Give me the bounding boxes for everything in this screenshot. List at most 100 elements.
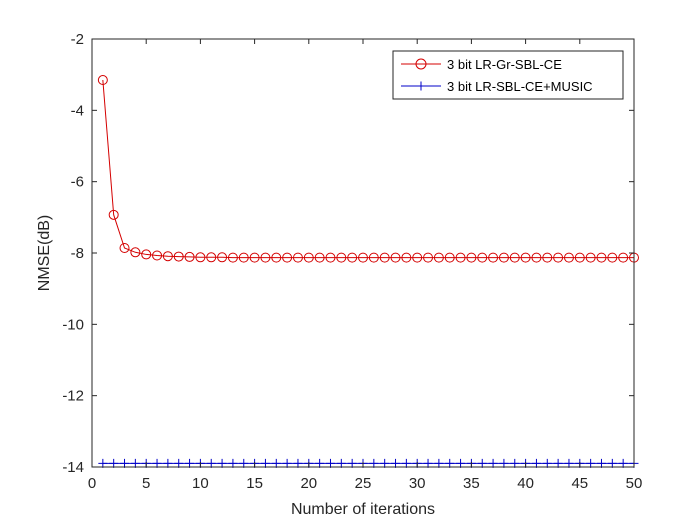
- data-point-3-bit-lr-gr-sbl-ce: [455, 252, 466, 263]
- y-tick-label: -4: [71, 102, 84, 119]
- series-3-bit-lr-gr-sbl-ce: [97, 75, 639, 263]
- data-point-3-bit-lr-gr-sbl-ce: [325, 252, 336, 263]
- y-tick-label: -12: [62, 388, 84, 405]
- data-point-3-bit-lr-gr-sbl-ce: [553, 252, 564, 263]
- data-point-3-bit-lr-gr-sbl-ce: [574, 252, 585, 263]
- y-axis-label: NMSE(dB): [36, 215, 53, 291]
- legend-box: [392, 50, 624, 100]
- data-point-3-bit-lr-gr-sbl-ce: [368, 252, 379, 263]
- data-point-3-bit-lr-sbl-ce-music: [109, 458, 119, 468]
- data-point-3-bit-lr-gr-sbl-ce: [520, 252, 531, 263]
- y-tick-label: -6: [71, 174, 84, 191]
- data-point-3-bit-lr-sbl-ce-music: [120, 458, 130, 468]
- data-point-3-bit-lr-gr-sbl-ce: [292, 252, 303, 263]
- data-point-3-bit-lr-gr-sbl-ce: [119, 243, 130, 254]
- data-point-3-bit-lr-gr-sbl-ce: [130, 247, 141, 258]
- data-point-3-bit-lr-sbl-ce-music: [510, 458, 520, 468]
- x-tick-label: 45: [571, 475, 588, 492]
- data-point-3-bit-lr-gr-sbl-ce: [607, 252, 618, 263]
- data-point-3-bit-lr-sbl-ce-music: [477, 458, 487, 468]
- data-point-3-bit-lr-gr-sbl-ce: [423, 252, 434, 263]
- data-point-3-bit-lr-gr-sbl-ce: [206, 252, 217, 263]
- data-point-3-bit-lr-sbl-ce-music: [445, 458, 455, 468]
- data-point-3-bit-lr-gr-sbl-ce: [347, 252, 358, 263]
- data-point-3-bit-lr-gr-sbl-ce: [173, 251, 184, 262]
- data-point-3-bit-lr-sbl-ce-music: [553, 458, 563, 468]
- data-point-3-bit-lr-gr-sbl-ce: [585, 252, 596, 263]
- data-point-3-bit-lr-gr-sbl-ce: [358, 252, 368, 263]
- data-point-3-bit-lr-gr-sbl-ce: [509, 252, 520, 263]
- data-point-3-bit-lr-gr-sbl-ce: [542, 252, 553, 263]
- data-point-3-bit-lr-sbl-ce-music: [293, 458, 303, 468]
- data-point-3-bit-lr-sbl-ce-music: [542, 458, 552, 468]
- x-tick-label: 30: [409, 475, 426, 492]
- data-point-3-bit-lr-sbl-ce-music: [607, 458, 617, 468]
- data-point-3-bit-lr-gr-sbl-ce: [466, 252, 477, 263]
- x-tick-label: 40: [517, 475, 534, 492]
- data-point-3-bit-lr-gr-sbl-ce: [249, 252, 260, 263]
- y-tick-label: -14: [62, 459, 84, 476]
- data-point-3-bit-lr-gr-sbl-ce: [531, 252, 542, 263]
- data-point-3-bit-lr-gr-sbl-ce: [260, 252, 271, 263]
- ticks-layer: 0 5 10 15 20 25 30 35 40 45 50 -14 -12 -10 -8 -6 -4 -2: [62, 31, 642, 492]
- data-point-3-bit-lr-sbl-ce-music: [206, 458, 216, 468]
- legend-entry-lr-gr-sbl-ce: 3 bit LR-Gr-SBL-CE: [447, 57, 562, 72]
- data-point-3-bit-lr-sbl-ce-music: [336, 458, 346, 468]
- x-tick-label: 10: [192, 475, 209, 492]
- data-point-3-bit-lr-gr-sbl-ce: [379, 252, 390, 263]
- data-point-3-bit-lr-gr-sbl-ce: [271, 252, 282, 263]
- x-tick-label: 15: [246, 475, 263, 492]
- data-point-3-bit-lr-gr-sbl-ce: [477, 252, 488, 263]
- series-line-3-bit-lr-gr-sbl-ce: [102, 79, 634, 259]
- data-point-3-bit-lr-gr-sbl-ce: [444, 252, 455, 263]
- data-point-3-bit-lr-gr-sbl-ce: [162, 251, 173, 262]
- data-point-3-bit-lr-gr-sbl-ce: [488, 252, 499, 263]
- y-tick-label: -8: [71, 245, 84, 262]
- data-point-3-bit-lr-gr-sbl-ce: [314, 252, 325, 263]
- data-point-3-bit-lr-sbl-ce-music: [564, 458, 574, 468]
- data-point-3-bit-lr-gr-sbl-ce: [390, 252, 401, 263]
- data-point-3-bit-lr-sbl-ce-music: [456, 458, 466, 468]
- legend-marker-lr-sbl-ce-music: [416, 81, 426, 91]
- data-point-3-bit-lr-sbl-ce-music: [347, 458, 357, 468]
- data-point-3-bit-lr-gr-sbl-ce: [303, 252, 314, 263]
- data-point-3-bit-lr-sbl-ce-music: [152, 458, 162, 468]
- data-point-3-bit-lr-gr-sbl-ce: [195, 252, 206, 263]
- data-point-3-bit-lr-gr-sbl-ce: [433, 252, 444, 263]
- data-point-3-bit-lr-sbl-ce-music: [499, 458, 509, 468]
- data-point-3-bit-lr-gr-sbl-ce: [336, 252, 347, 263]
- data-point-3-bit-lr-gr-sbl-ce: [217, 252, 228, 263]
- data-point-3-bit-lr-sbl-ce-music: [325, 458, 335, 468]
- data-point-3-bit-lr-gr-sbl-ce: [184, 251, 195, 262]
- data-point-3-bit-lr-sbl-ce-music: [228, 458, 238, 468]
- data-point-3-bit-lr-gr-sbl-ce: [596, 252, 607, 263]
- data-point-3-bit-lr-gr-sbl-ce: [498, 252, 509, 263]
- y-tick-label: -10: [62, 316, 84, 333]
- data-point-3-bit-lr-gr-sbl-ce: [412, 252, 423, 263]
- data-point-3-bit-lr-gr-sbl-ce: [141, 249, 152, 260]
- x-tick-label: 0: [88, 475, 96, 492]
- x-tick-label: 50: [626, 475, 643, 492]
- data-point-3-bit-lr-gr-sbl-ce: [97, 75, 108, 86]
- data-point-3-bit-lr-sbl-ce-music: [434, 458, 444, 468]
- data-point-3-bit-lr-sbl-ce-music: [531, 458, 541, 468]
- legend-entry-lr-sbl-ce-music: 3 bit LR-SBL-CE+MUSIC: [447, 79, 593, 94]
- data-point-3-bit-lr-sbl-ce-music: [488, 458, 498, 468]
- data-point-3-bit-lr-sbl-ce-music: [380, 458, 390, 468]
- x-tick-label: 20: [300, 475, 317, 492]
- x-tick-label: 5: [142, 475, 150, 492]
- data-point-3-bit-lr-sbl-ce-music: [163, 458, 173, 468]
- x-tick-label: 35: [463, 475, 480, 492]
- x-tick-label: 25: [355, 475, 372, 492]
- data-point-3-bit-lr-sbl-ce-music: [98, 458, 108, 468]
- data-point-3-bit-lr-gr-sbl-ce: [401, 252, 412, 263]
- data-point-3-bit-lr-gr-sbl-ce: [152, 250, 163, 261]
- data-point-3-bit-lr-sbl-ce-music: [596, 458, 606, 468]
- data-point-3-bit-lr-gr-sbl-ce: [282, 252, 293, 263]
- data-point-3-bit-lr-sbl-ce-music: [130, 458, 140, 468]
- x-axis-label: Number of iterations: [291, 501, 435, 518]
- data-point-3-bit-lr-sbl-ce-music: [618, 458, 628, 468]
- data-point-3-bit-lr-sbl-ce-music: [315, 458, 325, 468]
- data-point-3-bit-lr-sbl-ce-music: [185, 458, 195, 468]
